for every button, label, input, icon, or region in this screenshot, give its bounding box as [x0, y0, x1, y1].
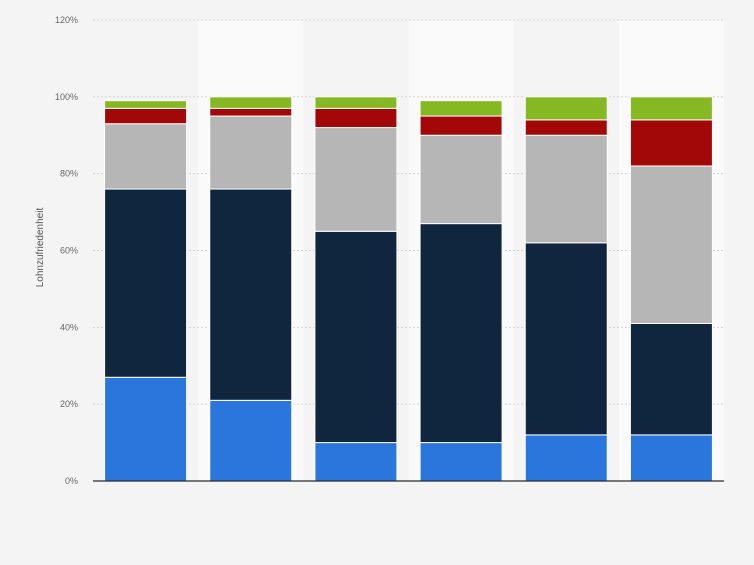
bar-segment-s4-c1 [104, 107, 188, 125]
bar-segment-s4-c2 [209, 107, 293, 117]
y-tick-label-20: 20% [60, 399, 78, 409]
bar-segment-s5-c5 [524, 96, 608, 121]
bar-segment-s4-c4 [419, 115, 503, 136]
bar-segment-s5-c4 [419, 100, 503, 117]
bar-segment-s1-c4 [419, 442, 503, 482]
bar-segment-s3-c3 [314, 127, 398, 232]
bar-stack-4 [419, 100, 503, 482]
bar-segment-s2-c2 [209, 188, 293, 401]
bar-segment-s2-c5 [524, 242, 608, 436]
bar-segment-s3-c4 [419, 134, 503, 225]
bar-stack-6 [629, 96, 713, 482]
bar-segment-s2-c4 [419, 223, 503, 444]
bar-segment-s2-c6 [629, 322, 713, 436]
y-tick-label-40: 40% [60, 322, 78, 332]
y-tick-label-80: 80% [60, 169, 78, 179]
bar-segment-s4-c5 [524, 119, 608, 136]
bar-stack-2 [209, 96, 293, 482]
gridlines [93, 19, 724, 405]
bar-stack-3 [314, 96, 398, 482]
bar-stack-5 [524, 96, 608, 482]
bar-segment-s2-c1 [104, 188, 188, 378]
bar-segment-s1-c5 [524, 434, 608, 482]
y-tick-label-120: 120% [55, 15, 78, 25]
bar-segment-s3-c5 [524, 134, 608, 244]
bar-segment-s5-c2 [209, 96, 293, 109]
bar-segment-s4-c3 [314, 107, 398, 129]
bar-segment-s1-c3 [314, 442, 398, 482]
bar-segment-s5-c6 [629, 96, 713, 121]
y-tick-label-0: 0% [65, 476, 78, 486]
y-tick-label-60: 60% [60, 246, 78, 256]
bar-stacks [104, 96, 713, 482]
y-axis-label: Lohnzufriedenheit [35, 208, 46, 288]
bar-segment-s1-c2 [209, 399, 293, 482]
bar-segment-s1-c1 [104, 376, 188, 482]
bar-segment-s5-c1 [104, 100, 188, 109]
bar-segment-s4-c6 [629, 119, 713, 167]
bar-segment-s2-c3 [314, 230, 398, 444]
bar-segment-s3-c2 [209, 115, 293, 190]
y-axis-ticks: 0% 20% 40% 60% 80% 100% 120% [55, 15, 78, 486]
bar-segment-s3-c1 [104, 123, 188, 190]
bar-segment-s1-c6 [629, 434, 713, 482]
bar-stack-1 [104, 100, 188, 482]
bar-segment-s3-c6 [629, 165, 713, 324]
y-tick-label-100: 100% [55, 92, 78, 102]
bar-segment-s5-c3 [314, 96, 398, 109]
